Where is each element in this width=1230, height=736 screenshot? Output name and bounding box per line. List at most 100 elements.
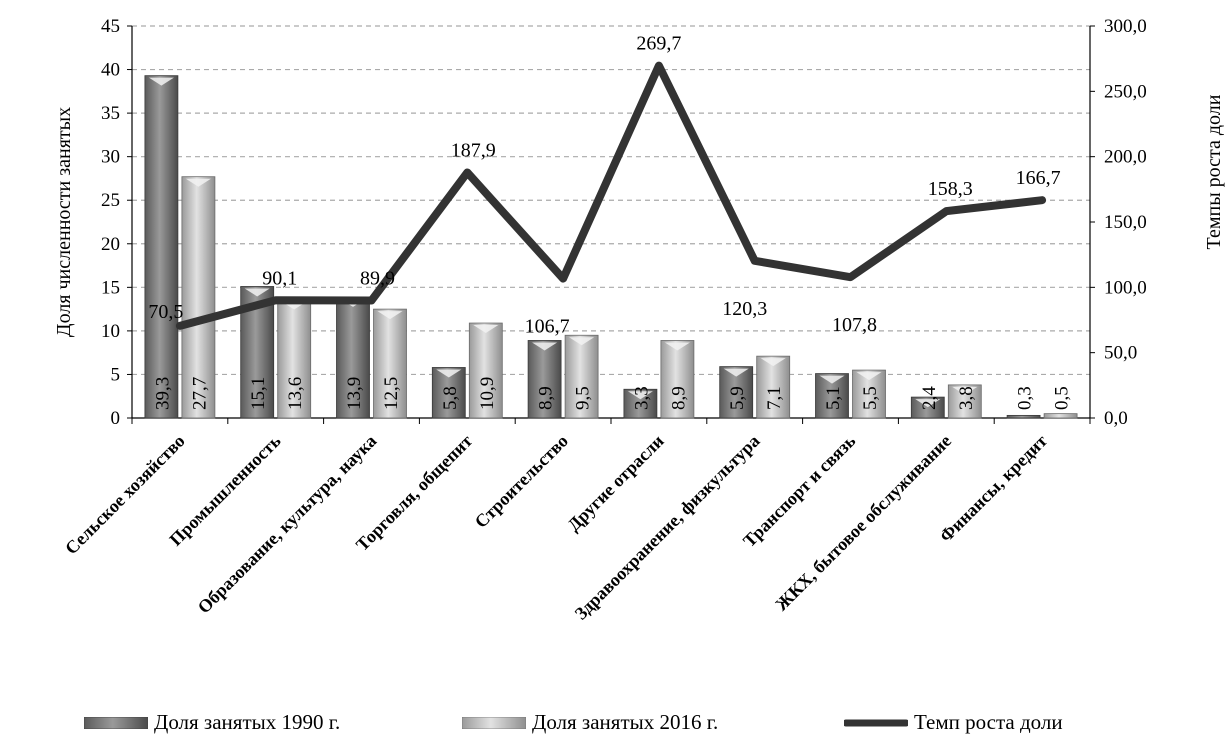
category-label: Другие отрасли bbox=[563, 431, 667, 535]
bar-value-label: 8,9 bbox=[536, 386, 557, 410]
category-label: Финансы, кредит bbox=[936, 431, 1051, 546]
bar-value-label: 8,9 bbox=[668, 386, 689, 410]
legend-item-growth: Темп роста доли bbox=[844, 708, 1214, 736]
line-value-label: 70,5 bbox=[148, 301, 183, 323]
y-axis-title: Доля численности занятых bbox=[53, 107, 75, 337]
bar-value-label: 5,5 bbox=[860, 386, 881, 410]
y-tick-label: 10 bbox=[101, 321, 120, 342]
legend-label-2016: Доля занятых 2016 г. bbox=[532, 710, 719, 734]
bar-1990 bbox=[910, 396, 945, 419]
bar-2016 bbox=[373, 308, 407, 419]
category-label: ЖКХ, бытовое обслуживание bbox=[771, 431, 955, 615]
y-tick-label: 35 bbox=[101, 103, 120, 124]
bar-value-label: 7,1 bbox=[764, 386, 785, 410]
bar-2016 bbox=[660, 340, 695, 419]
line-value-label: 106,7 bbox=[525, 316, 570, 338]
line-value-label: 269,7 bbox=[636, 33, 681, 55]
bar-cap-highlight bbox=[436, 369, 462, 378]
category-label: Здравоохранение, физкультура bbox=[571, 431, 764, 624]
legend-label-1990: Доля занятых 1990 г. bbox=[154, 710, 341, 734]
bar-cap-highlight bbox=[952, 386, 978, 395]
bar-1990 bbox=[1006, 414, 1041, 419]
y-tick-label: 15 bbox=[101, 277, 120, 298]
y2-tick-label: 50,0 bbox=[1104, 343, 1137, 364]
bar-cap-highlight bbox=[627, 391, 653, 400]
y-tick-label: 25 bbox=[101, 190, 120, 211]
axes: 0 5 10 15 20 25 30 35 40 45 0,0 50,0 100,0 150,0 200,0… bbox=[61, 16, 1147, 624]
y2-tick-label: 300,0 bbox=[1104, 16, 1147, 37]
bar-2016 bbox=[564, 334, 599, 419]
bar-value-label: 9,5 bbox=[573, 386, 594, 410]
line-value-label: 107,8 bbox=[832, 314, 877, 336]
bar-cap-highlight bbox=[856, 372, 882, 381]
bar-value-label: 0,5 bbox=[1052, 386, 1073, 410]
bar-value-label: 12,5 bbox=[381, 377, 402, 410]
bar-2016 bbox=[756, 355, 791, 419]
legend: Доля занятых 1990 г. Доля занятых 2016 г… bbox=[84, 708, 1224, 736]
legend-item-2016: Доля занятых 2016 г. bbox=[462, 708, 822, 736]
bar-cap-highlight bbox=[569, 337, 595, 346]
y-tick-label: 5 bbox=[111, 364, 121, 385]
growth-rate-line bbox=[175, 61, 1047, 330]
bar-2016 bbox=[1043, 413, 1078, 419]
line-value-label: 158,3 bbox=[928, 178, 973, 200]
bar-cap-highlight bbox=[148, 77, 174, 86]
y-tick-label: 20 bbox=[101, 234, 120, 255]
bar-cap-highlight bbox=[473, 325, 499, 334]
bar-cap-highlight bbox=[915, 399, 941, 408]
data-labels: 39,3 15,1 13,9 5,8 8,9 3,3 5,9 5,1 2,4 0,3 27,7 13,… bbox=[148, 33, 1072, 410]
bar-1990 bbox=[144, 75, 179, 419]
bar-2016 bbox=[468, 322, 503, 419]
line-value-label: 89,9 bbox=[360, 268, 395, 290]
bar-cap-highlight bbox=[723, 368, 749, 377]
bar-cap-highlight bbox=[532, 342, 558, 351]
bar-1990 bbox=[527, 340, 562, 419]
y2-tick-label: 250,0 bbox=[1104, 81, 1147, 102]
bar-cap-highlight bbox=[244, 288, 270, 297]
legend-swatch-growth bbox=[844, 719, 908, 727]
bar-value-label: 10,9 bbox=[477, 377, 498, 410]
y2-tick-label: 200,0 bbox=[1104, 147, 1147, 168]
bar-cap-highlight bbox=[377, 311, 403, 320]
category-label: Образование, культура, наука bbox=[194, 431, 381, 618]
bar-value-label: 2,4 bbox=[919, 386, 940, 410]
bar-cap-highlight bbox=[760, 358, 786, 367]
y-tick-label: 0 bbox=[111, 408, 121, 429]
line-value-label: 187,9 bbox=[451, 139, 496, 161]
bar-cap-highlight bbox=[819, 375, 845, 384]
legend-swatch-2016 bbox=[462, 717, 526, 729]
bar-value-label: 5,8 bbox=[440, 386, 461, 410]
y2-tick-label: 150,0 bbox=[1104, 212, 1147, 233]
bar-2016 bbox=[277, 299, 312, 419]
bar-value-label: 13,6 bbox=[285, 377, 306, 410]
bar-value-label: 3,8 bbox=[956, 386, 977, 410]
line-value-label: 166,7 bbox=[1016, 167, 1061, 189]
gridlines bbox=[132, 25, 1090, 376]
legend-label-growth: Темп роста доли bbox=[914, 710, 1063, 734]
y2-axis-title: Темпы роста доли bbox=[1203, 94, 1225, 249]
bar-value-label: 15,1 bbox=[248, 377, 269, 410]
y-tick-label: 30 bbox=[101, 147, 120, 168]
y2-tick-label: 0,0 bbox=[1104, 408, 1128, 429]
category-label: Строительство bbox=[471, 431, 572, 532]
bar-value-label: 3,3 bbox=[631, 386, 652, 410]
line-value-label: 120,3 bbox=[722, 298, 767, 320]
y2-tick-label: 100,0 bbox=[1104, 277, 1147, 298]
bar-value-label: 39,3 bbox=[152, 377, 173, 410]
y-tick-label: 45 bbox=[101, 16, 120, 37]
bar-value-label: 0,3 bbox=[1015, 386, 1036, 410]
y-tick-label: 40 bbox=[101, 60, 120, 81]
legend-item-1990: Доля занятых 1990 г. bbox=[84, 708, 414, 736]
bar-value-label: 13,9 bbox=[344, 377, 365, 410]
bar-2016 bbox=[181, 176, 216, 419]
legend-swatch-1990 bbox=[84, 717, 148, 729]
bars bbox=[144, 75, 1078, 419]
bar-cap-highlight bbox=[185, 178, 211, 187]
bar-value-label: 5,1 bbox=[823, 386, 844, 410]
bar-value-label: 27,7 bbox=[189, 377, 210, 410]
bar-cap-highlight bbox=[664, 342, 690, 351]
line-value-label: 90,1 bbox=[262, 267, 297, 289]
growth-line bbox=[175, 61, 1047, 330]
combo-chart: 0 5 10 15 20 25 30 35 40 45 0,0 50,0 100,0 150,0 200,0… bbox=[53, 16, 1225, 624]
bar-value-label: 5,9 bbox=[727, 386, 748, 410]
